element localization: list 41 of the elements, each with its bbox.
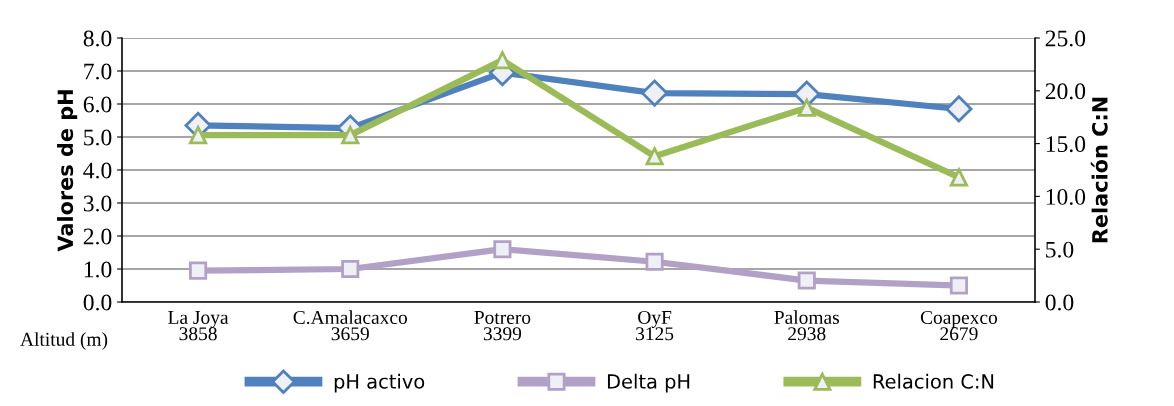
y-tick-label: 6.0 [83, 96, 112, 113]
point [797, 271, 816, 290]
x-tick-label: C.Amalacaxco 3659 [293, 310, 407, 341]
point [645, 147, 664, 166]
y2-tick-label: 15.0 [1046, 136, 1086, 153]
point [189, 126, 208, 145]
y-tick-label: 4.0 [83, 162, 112, 179]
y2-tick-label: 10.0 [1046, 188, 1086, 205]
legend-label: Relacion C:N [873, 373, 994, 389]
y-tick-label: 0.0 [83, 294, 112, 311]
legend-label: Delta pH [607, 373, 690, 393]
x-tick-label: Palomas 2938 [774, 310, 839, 341]
point [341, 126, 360, 145]
y-tick-label: 1.0 [84, 261, 112, 278]
point [949, 168, 968, 187]
point [797, 98, 816, 117]
y2-tick-label: 0.0 [1045, 294, 1074, 311]
y-tick-label: 8.0 [83, 30, 112, 47]
y-axis-title: Valores de pH [57, 90, 78, 252]
y-tick-label: 7.0 [84, 63, 112, 80]
point [189, 261, 208, 280]
y2-axis-title: Relación C:N [1090, 97, 1108, 243]
point [493, 51, 512, 70]
point [949, 276, 968, 295]
y2-tick-label: 25.0 [1045, 30, 1086, 47]
point [645, 252, 664, 271]
legend-label: pH activo [334, 373, 425, 393]
text: Altitud (m) [20, 332, 108, 350]
point [641, 79, 669, 107]
y2-tick-label: 5.0 [1046, 241, 1074, 258]
y-tick-label: 2.0 [83, 228, 112, 245]
x-tick-label: OyF 3125 [636, 310, 674, 341]
point [341, 259, 360, 279]
x-tick-label: La Joya 3858 [168, 311, 229, 341]
point [493, 240, 512, 259]
y-tick-label: 5.0 [84, 129, 112, 146]
x-tick-label: Coapexco 2679 [920, 310, 998, 341]
point [945, 95, 973, 123]
y2-tick-label: 20.0 [1045, 83, 1086, 100]
x-tick-label: Potrero 3399 [474, 311, 531, 341]
y-tick-label: 3.0 [83, 195, 112, 212]
